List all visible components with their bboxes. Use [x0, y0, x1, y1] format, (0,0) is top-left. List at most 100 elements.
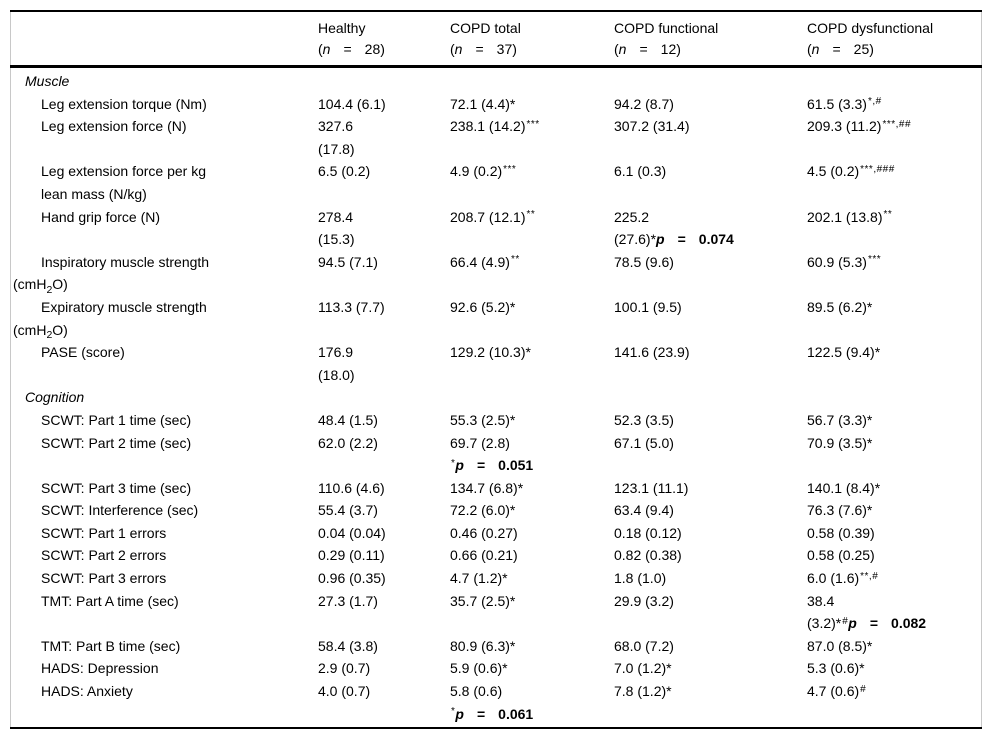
row-label-line: Inspiratory muscle strength [11, 251, 318, 274]
value-cell: 0.46 (0.27) [450, 522, 614, 545]
text-segment: 58.4 (3.8) [318, 637, 378, 654]
text-segment: 68.0 (7.2) [614, 637, 674, 654]
row-label-line: PASE (score) [11, 341, 318, 364]
value-line: *p = 0.061 [450, 703, 614, 726]
value-line: 61.5 (3.3)*,# [807, 93, 981, 116]
text-segment: ***,## [882, 118, 912, 130]
text-segment: ( [450, 41, 455, 57]
value-cell: 122.5 (9.4)* [807, 341, 981, 386]
text-segment: p [848, 615, 857, 632]
text-segment: 78.5 (9.6) [614, 253, 674, 270]
value-line: 113.3 (7.7) [318, 296, 450, 319]
row-label-line: Expiratory muscle strength [11, 296, 318, 319]
text-segment: 76.3 (7.6)* [807, 502, 873, 519]
value-line: 56.7 (3.3)* [807, 409, 981, 432]
value-line: 87.0 (8.5)* [807, 635, 981, 658]
value-cell: 80.9 (6.3)* [450, 635, 614, 658]
text-segment: 0.66 (0.21) [450, 547, 518, 564]
value-line: 94.2 (8.7) [614, 93, 807, 116]
text-segment: (17.8) [318, 140, 355, 157]
text-segment: = [476, 457, 486, 474]
row-label-line: HADS: Anxiety [11, 680, 318, 703]
text-segment: PASE (score) [41, 344, 125, 361]
table-row: TMT: Part B time (sec) 58.4 (3.8) 80.9 (6.… [11, 635, 981, 658]
text-segment: 100.1 (9.5) [614, 298, 682, 315]
text-segment: SCWT: Part 2 errors [41, 547, 167, 564]
value-cell: 202.1 (13.8)** [807, 206, 981, 251]
text-segment: 87.0 (8.5)* [807, 637, 873, 654]
table-row: SCWT: Part 2 time (sec) 62.0 (2.2) 69.7 (2… [11, 432, 981, 477]
text-segment: 0.58 (0.25) [807, 547, 875, 564]
value-cell: 140.1 (8.4)* [807, 477, 981, 500]
row-label-line: SCWT: Part 2 errors [11, 544, 318, 567]
value-cell: 38.4 (3.2)*#p = 0.082 [807, 590, 981, 635]
text-segment: # [842, 615, 849, 627]
value-line: *p = 0.051 [450, 454, 614, 477]
value-cell: 0.82 (0.38) [614, 544, 807, 567]
row-label-line: (cmH2O) [11, 273, 318, 296]
value-line: 80.9 (6.3)* [450, 635, 614, 658]
text-segment: HADS: Depression [41, 660, 159, 677]
value-cell: 35.7 (2.5)* [450, 590, 614, 635]
text-segment: 140.1 (8.4)* [807, 479, 881, 496]
text-segment: 7.8 (1.2)* [614, 683, 672, 700]
value-cell: 5.9 (0.6)* [450, 657, 614, 680]
value-line: 122.5 (9.4)* [807, 341, 981, 364]
section-label: Cognition [25, 389, 85, 406]
value-line: 0.96 (0.35) [318, 567, 450, 590]
text-segment: ** [883, 209, 893, 221]
value-line: 55.3 (2.5)* [450, 409, 614, 432]
value-cell: 61.5 (3.3)*,# [807, 93, 981, 116]
text-segment: = [343, 41, 352, 57]
text-segment: 72.1 (4.4)* [450, 95, 516, 112]
text-segment: ( [807, 41, 812, 57]
text-segment: Leg extension torque (Nm) [41, 95, 207, 112]
value-line: 4.0 (0.7) [318, 680, 450, 703]
value-cell: 104.4 (6.1) [318, 93, 450, 116]
row-label: Leg extension force (N) [11, 115, 318, 160]
row-label-line: Leg extension force per kg [11, 160, 318, 183]
text-segment: * [451, 457, 456, 469]
text-segment: 94.2 (8.7) [614, 95, 674, 112]
value-cell: 176.9 (18.0) [318, 341, 450, 386]
value-line: 6.0 (1.6)**,# [807, 567, 981, 590]
table-row: Leg extension torque (Nm) 104.4 (6.1) 72.1… [11, 93, 981, 116]
value-line: 48.4 (1.5) [318, 409, 450, 432]
value-line: 35.7 (2.5)* [450, 590, 614, 613]
row-label: SCWT: Part 2 time (sec) [11, 432, 318, 477]
text-segment: 56.7 (3.3)* [807, 411, 873, 428]
row-label: SCWT: Part 3 time (sec) [11, 477, 318, 500]
row-label-line: SCWT: Part 3 time (sec) [11, 477, 318, 500]
value-cell: 4.9 (0.2)*** [450, 160, 614, 205]
row-label-line: Leg extension torque (Nm) [11, 93, 318, 116]
value-line: 7.0 (1.2)* [614, 657, 807, 680]
results-table: Healthy (n = 28) COPD total (n = 37) COPD functi… [10, 10, 982, 730]
row-label-line: (cmH2O) [11, 319, 318, 342]
text-segment: 6.0 (1.6) [807, 570, 860, 587]
text-segment: 123.1 (11.1) [614, 479, 689, 496]
header-empty-cell [11, 18, 318, 60]
value-line: 307.2 (31.4) [614, 115, 807, 138]
value-cell: 1.8 (1.0) [614, 567, 807, 590]
text-segment: 141.6 (23.9) [614, 344, 690, 361]
table-row: SCWT: Part 1 time (sec) 48.4 (1.5) 55.3 (2… [11, 409, 981, 432]
table-row: SCWT: Part 1 errors 0.04 (0.04) 0.46 (0.27… [11, 522, 981, 545]
value-cell: 56.7 (3.3)* [807, 409, 981, 432]
row-label-line: SCWT: Part 3 errors [11, 567, 318, 590]
text-segment: 55.3 (2.5)* [450, 411, 516, 428]
text-segment: Inspiratory muscle strength [41, 253, 210, 270]
value-line: 202.1 (13.8)** [807, 206, 981, 229]
section-label: Muscle [25, 73, 70, 89]
text-segment: *** [503, 163, 517, 175]
value-line: 100.1 (9.5) [614, 296, 807, 319]
value-cell: 113.3 (7.7) [318, 296, 450, 341]
row-label-line: SCWT: Interference (sec) [11, 499, 318, 522]
value-cell: 225.2 (27.6)*p = 0.074 [614, 206, 807, 251]
table-row: Leg extension force per kg lean mass (N/k… [11, 160, 981, 205]
value-cell: 4.5 (0.2)***,### [807, 160, 981, 205]
text-segment: 129.2 (10.3)* [450, 344, 531, 361]
text-segment: 72.2 (6.0)* [450, 502, 516, 519]
text-segment: SCWT: Part 3 time (sec) [41, 479, 192, 496]
text-segment: ( [318, 41, 323, 57]
value-line: 0.18 (0.12) [614, 522, 807, 545]
